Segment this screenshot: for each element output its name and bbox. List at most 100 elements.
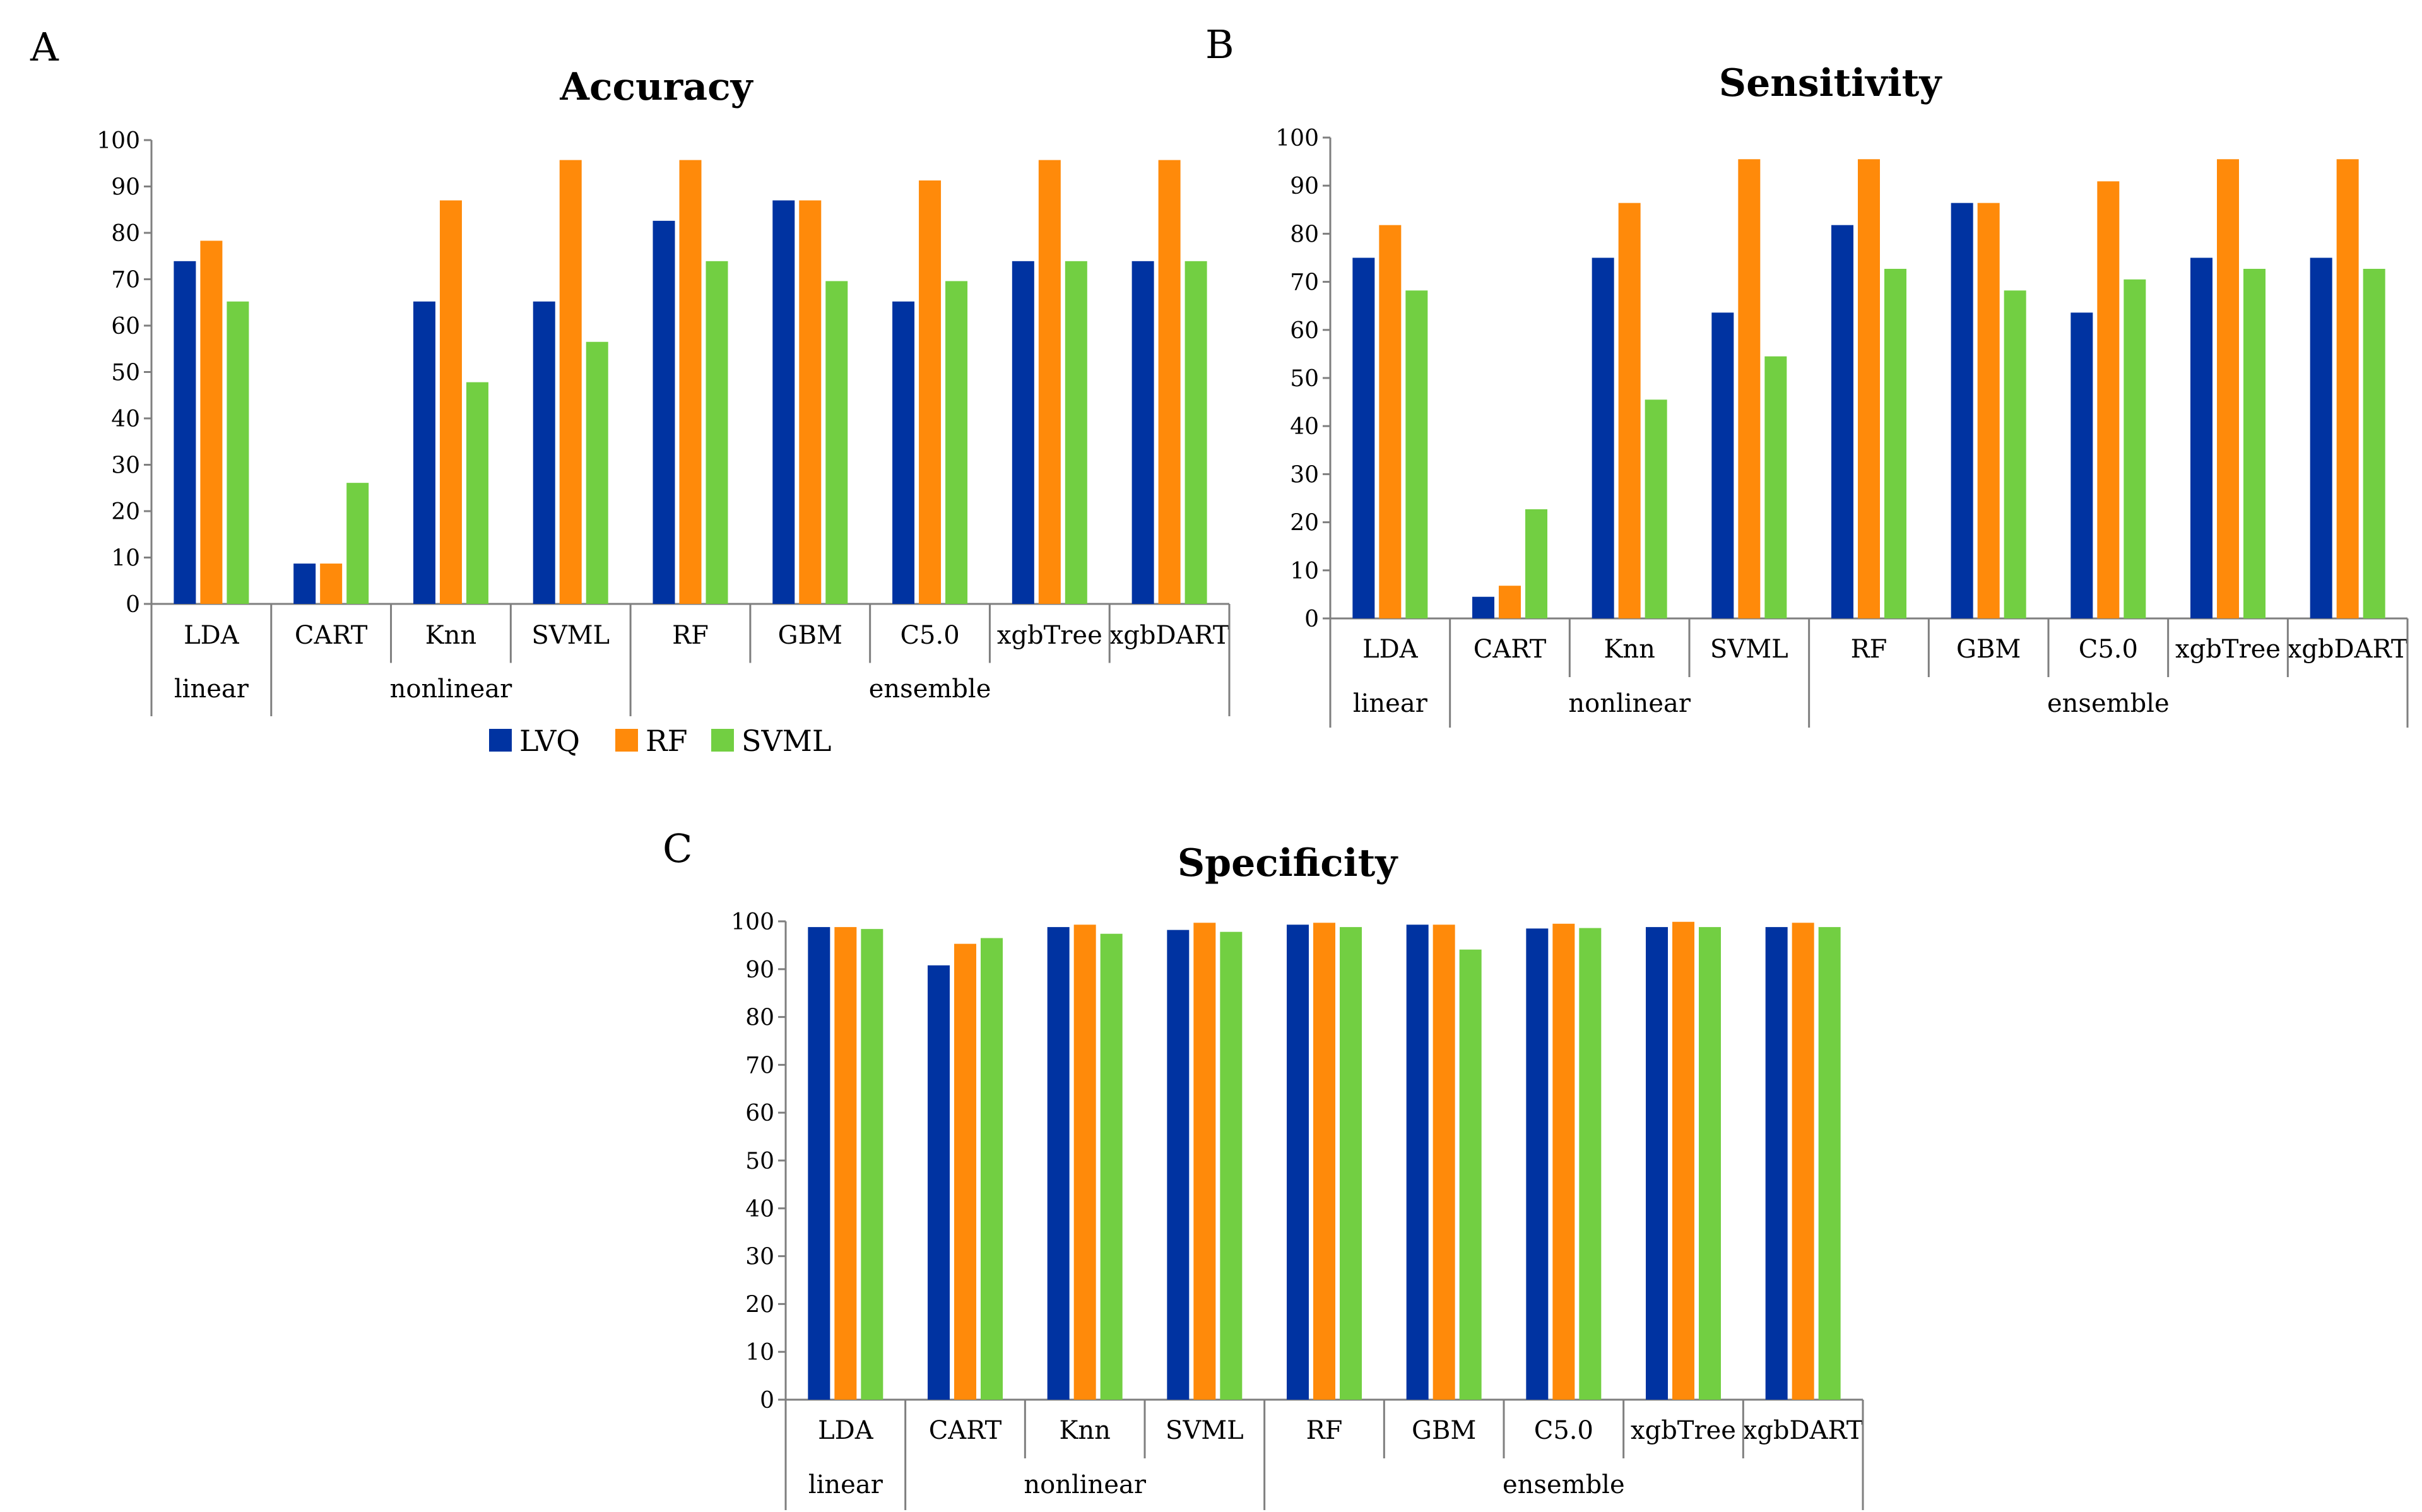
accuracy-category-label-knn: Knn <box>425 621 476 650</box>
specificity-y-tick-label: 30 <box>745 1244 774 1270</box>
sensitivity-bar-cart-rf <box>1499 586 1521 618</box>
sensitivity-bar-rf-lvq <box>1831 225 1853 619</box>
accuracy-category-label-cart: CART <box>295 621 368 650</box>
sensitivity-y-tick-label: 0 <box>1304 606 1319 632</box>
sensitivity-y-tick-label: 60 <box>1290 318 1319 344</box>
sensitivity-category-label-xgbtree: xgbTree <box>2175 635 2281 664</box>
sensitivity-group-label-ensemble: ensemble <box>2047 689 2170 718</box>
accuracy-bar-c5-0-svml <box>945 281 968 604</box>
sensitivity-bar-lda-rf <box>1379 225 1402 619</box>
specificity-y-tick-label: 50 <box>745 1149 774 1174</box>
specificity-bar-xgbtree-rf <box>1672 921 1694 1400</box>
specificity-chart-title: Specificity <box>1178 841 1398 885</box>
specificity-category-label-cart: CART <box>929 1416 1002 1445</box>
sensitivity-bar-xgbtree-rf <box>2217 159 2239 619</box>
sensitivity-bar-c5-0-svml <box>2124 279 2146 618</box>
specificity-bar-lda-svml <box>861 929 883 1400</box>
sensitivity-y-tick-label: 40 <box>1290 414 1319 440</box>
specificity-y-tick-label: 10 <box>745 1340 774 1366</box>
sensitivity-bar-gbm-rf <box>1977 203 2000 619</box>
accuracy-bar-cart-svml <box>346 483 369 604</box>
specificity-bar-xgbtree-lvq <box>1646 927 1668 1400</box>
specificity-category-label-xgbtree: xgbTree <box>1631 1416 1736 1445</box>
sensitivity-y-tick-label: 20 <box>1290 511 1319 536</box>
sensitivity-bar-rf-rf <box>1858 159 1880 619</box>
sensitivity-group-label-nonlinear: nonlinear <box>1568 689 1691 718</box>
specificity-group-label-nonlinear: nonlinear <box>1024 1470 1146 1499</box>
specificity-chart: C Specificity 0 10 20 30 40 50 60 70 80 90 100 LDA C… <box>663 825 1864 1510</box>
legend-swatch-svml <box>711 729 734 752</box>
accuracy-bar-xgbtree-rf <box>1038 160 1061 605</box>
sensitivity-category-label-c5-0: C5.0 <box>2079 635 2138 664</box>
specificity-category-label-lda: LDA <box>818 1416 874 1445</box>
legend-label-rf: RF <box>646 724 688 758</box>
specificity-y-tick-label: 40 <box>745 1196 774 1222</box>
accuracy-plot-area: 0 10 20 30 40 50 60 70 80 90 100 LDA CART Knn SVML RF GB… <box>97 128 1231 716</box>
panel-label-c: C <box>663 825 692 871</box>
accuracy-bar-gbm-rf <box>799 200 822 604</box>
sensitivity-category-label-knn: Knn <box>1604 635 1655 664</box>
sensitivity-y-tick-label: 90 <box>1290 174 1319 199</box>
specificity-y-tick-label: 60 <box>745 1101 774 1126</box>
sensitivity-bar-xgbtree-lvq <box>2190 257 2212 618</box>
legend-label-lvq: LVQ <box>519 724 580 758</box>
specificity-y-tick-label: 80 <box>745 1005 774 1031</box>
specificity-bar-lda-rf <box>834 927 857 1400</box>
specificity-y-tick-label: 70 <box>745 1053 774 1078</box>
sensitivity-y-tick-label: 100 <box>1275 126 1319 151</box>
sensitivity-bar-c5-0-rf <box>2097 181 2120 618</box>
accuracy-bar-lda-rf <box>200 240 223 604</box>
accuracy-y-tick-label: 40 <box>111 406 140 432</box>
accuracy-bar-cart-rf <box>320 564 343 604</box>
specificity-bar-knn-lvq <box>1047 927 1070 1400</box>
sensitivity-bar-xgbdart-rf <box>2336 159 2359 619</box>
legend: LVQ RF SVML <box>489 724 831 758</box>
sensitivity-bar-lda-lvq <box>1352 257 1375 618</box>
accuracy-y-tick-label: 20 <box>111 499 140 525</box>
accuracy-group-label-nonlinear: nonlinear <box>390 675 512 704</box>
specificity-bar-svml-rf <box>1193 923 1216 1400</box>
accuracy-category-label-xgbdart: xgbDART <box>1109 621 1230 650</box>
specificity-group-label-linear: linear <box>808 1470 883 1499</box>
accuracy-y-tick-label: 30 <box>111 453 140 479</box>
sensitivity-bar-svml-svml <box>1764 356 1787 618</box>
accuracy-bar-svml-rf <box>559 160 582 605</box>
sensitivity-bar-c5-0-lvq <box>2071 312 2093 618</box>
sensitivity-bar-xgbdart-lvq <box>2310 257 2332 618</box>
sensitivity-bar-cart-svml <box>1525 509 1547 618</box>
specificity-bar-c5-0-rf <box>1552 923 1575 1400</box>
sensitivity-category-label-svml: SVML <box>1710 635 1788 664</box>
accuracy-category-label-lda: LDA <box>184 621 240 650</box>
specificity-bar-cart-lvq <box>928 965 950 1400</box>
sensitivity-bar-svml-rf <box>1738 159 1761 619</box>
sensitivity-bar-svml-lvq <box>1711 312 1734 618</box>
sensitivity-bar-knn-svml <box>1645 399 1667 618</box>
specificity-bar-rf-svml <box>1340 927 1362 1400</box>
specificity-plot-area: 0 10 20 30 40 50 60 70 80 90 100 LDA CART Knn SVML RF GB… <box>731 909 1864 1510</box>
accuracy-category-label-c5-0: C5.0 <box>900 621 959 650</box>
accuracy-bar-lda-svml <box>227 301 249 604</box>
sensitivity-bar-rf-svml <box>1884 269 1906 618</box>
specificity-category-label-svml: SVML <box>1166 1416 1244 1445</box>
specificity-bar-gbm-svml <box>1459 949 1482 1400</box>
specificity-category-label-xgbdart: xgbDART <box>1743 1416 1864 1445</box>
sensitivity-bar-xgbdart-svml <box>2363 269 2385 618</box>
accuracy-bar-svml-lvq <box>533 301 555 604</box>
sensitivity-bar-xgbtree-svml <box>2243 269 2265 618</box>
accuracy-y-tick-label: 90 <box>111 175 140 201</box>
sensitivity-y-tick-label: 30 <box>1290 462 1319 488</box>
accuracy-bar-svml-svml <box>586 341 608 604</box>
accuracy-bar-rf-lvq <box>653 220 675 604</box>
accuracy-bar-knn-svml <box>466 382 488 604</box>
accuracy-bar-xgbdart-svml <box>1184 261 1207 605</box>
specificity-y-tick-label: 20 <box>745 1292 774 1318</box>
sensitivity-chart-title: Sensitivity <box>1719 61 1943 105</box>
sensitivity-bar-knn-lvq <box>1592 257 1614 618</box>
specificity-bar-xgbdart-lvq <box>1765 927 1788 1400</box>
specificity-bar-knn-rf <box>1073 924 1096 1400</box>
accuracy-category-label-gbm: GBM <box>778 621 842 650</box>
specificity-bar-xgbdart-svml <box>1818 927 1841 1400</box>
accuracy-y-tick-label: 0 <box>126 592 140 618</box>
legend-swatch-lvq <box>489 729 512 752</box>
accuracy-bar-xgbdart-rf <box>1158 160 1181 605</box>
